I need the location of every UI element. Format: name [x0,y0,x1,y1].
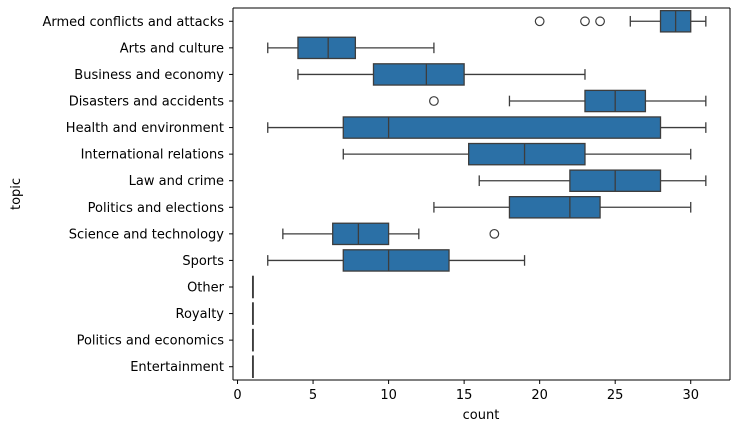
y-tick-label: Arts and culture [120,41,224,56]
box-group [297,63,586,86]
box [297,36,357,60]
box-group [282,222,500,246]
y-tick-label: Health and environment [66,121,224,136]
y-tick-label: Science and technology [69,227,225,242]
outlier-point [580,16,590,27]
box-group [342,142,692,166]
y-tick-label: Armed conflicts and attacks [42,15,224,30]
box-group [478,169,707,192]
box-group [251,302,254,325]
box-group [267,116,707,139]
box [342,116,662,139]
box-group [534,10,707,33]
y-axis-title: topic [9,178,24,210]
y-tick-label: Law and crime [129,174,224,189]
y-tick-label: Royalty [176,307,225,322]
box-group [429,89,707,113]
x-tick-label: 0 [233,388,241,403]
y-tick-label: Business and economy [74,68,224,83]
box-group [267,249,526,272]
box-group [267,36,435,60]
box [372,63,465,86]
box [342,249,450,272]
x-tick-label: 5 [309,388,317,403]
y-tick-label: Entertainment [130,360,224,375]
outlier-point [489,228,500,239]
x-tick-label: 25 [607,388,624,403]
box-group [251,328,254,352]
y-tick-label: Sports [182,254,224,269]
box [508,196,601,219]
outlier-point [429,96,439,106]
x-tick-label: 15 [456,388,473,403]
x-axis-title: count [463,408,500,423]
x-tick-label: 20 [531,388,548,403]
box [468,142,586,166]
y-tick-label: International relations [81,148,225,163]
outlier-point [595,16,605,27]
plot-area [251,10,707,378]
axes [229,7,731,384]
box-group [433,196,692,219]
y-tick-label: Disasters and accidents [69,95,225,110]
box-group [251,355,254,378]
y-tick-label: Politics and economics [77,334,225,349]
y-tick-label: Politics and elections [88,201,225,216]
x-tick-label: 10 [380,388,397,403]
x-tick-label: 30 [682,388,699,403]
box-group [251,275,254,299]
box [332,222,390,246]
outlier-point [534,16,545,27]
y-tick-label: Other [187,281,225,296]
